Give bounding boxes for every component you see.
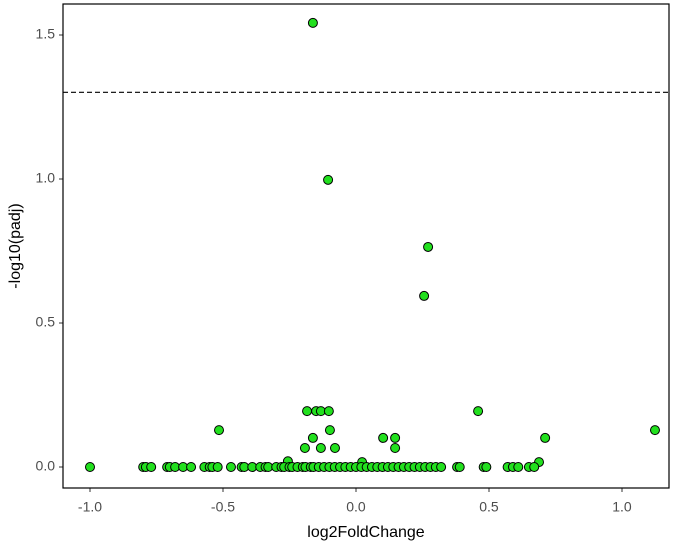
y-tick-label: 1.5 xyxy=(36,26,56,42)
point xyxy=(323,174,334,185)
point xyxy=(390,432,401,443)
point xyxy=(146,462,157,473)
plot-frame xyxy=(62,3,670,489)
y-tick-label: 0.5 xyxy=(36,314,56,330)
point xyxy=(315,442,326,453)
point xyxy=(423,241,434,252)
y-tick-label: 1.0 xyxy=(36,170,56,186)
point xyxy=(436,462,447,473)
x-tick-label: 0.0 xyxy=(346,499,366,515)
point xyxy=(225,462,236,473)
x-tick-label: 1.0 xyxy=(612,499,632,515)
point xyxy=(214,425,225,436)
point xyxy=(186,462,197,473)
point xyxy=(473,406,484,417)
y-tick-label: 0.0 xyxy=(36,458,56,474)
point xyxy=(513,462,524,473)
x-tick-label: 0.5 xyxy=(479,499,499,515)
point xyxy=(323,406,334,417)
point xyxy=(454,462,465,473)
point xyxy=(481,462,492,473)
point xyxy=(390,442,401,453)
point xyxy=(299,442,310,453)
x-axis-title: log2FoldChange xyxy=(307,524,425,541)
point xyxy=(540,432,551,443)
point xyxy=(529,462,540,473)
point xyxy=(212,462,223,473)
x-tick-label: -0.5 xyxy=(211,499,235,515)
point xyxy=(307,17,318,28)
point xyxy=(307,432,318,443)
y-axis-title: -log10(padj) xyxy=(7,203,24,288)
point xyxy=(84,462,95,473)
point xyxy=(302,406,313,417)
point xyxy=(649,425,660,436)
point xyxy=(324,425,335,436)
x-tick-label: -1.0 xyxy=(78,499,102,515)
point xyxy=(329,442,340,453)
point xyxy=(378,432,389,443)
point xyxy=(419,290,430,301)
